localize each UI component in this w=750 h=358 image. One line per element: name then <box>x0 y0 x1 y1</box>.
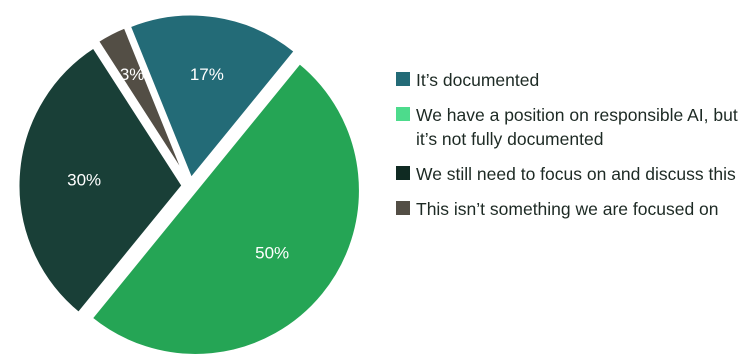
legend-swatch-documented <box>396 72 410 86</box>
legend-item-not-focused: This isn’t something we are focused on <box>396 197 741 221</box>
slice-documented-label: 17% <box>190 65 224 84</box>
legend-item-documented: It’s documented <box>396 68 741 92</box>
legend-swatch-not-focused <box>396 201 410 215</box>
legend-swatch-position-not-documented <box>396 107 410 121</box>
legend-label-position-not-documented: We have a position on responsible AI, bu… <box>416 105 738 149</box>
legend-swatch-need-to-focus <box>396 166 410 180</box>
slice-need-to-focus-label: 30% <box>67 171 101 190</box>
legend-label-documented: It’s documented <box>416 70 540 90</box>
legend: It’s documented We have a position on re… <box>396 68 741 232</box>
legend-item-need-to-focus: We still need to focus on and discuss th… <box>396 162 741 186</box>
slice-not-focused <box>95 25 189 182</box>
slice-documented <box>127 12 297 181</box>
slice-need-to-focus <box>16 45 185 315</box>
pie-chart: 17% 50% 30% 3% <box>16 12 362 357</box>
slice-not-focused-label: 3% <box>120 65 145 84</box>
slice-position-not-documented-label: 50% <box>255 243 289 262</box>
slice-position-not-documented <box>89 61 362 357</box>
legend-label-not-focused: This isn’t something we are focused on <box>416 199 719 219</box>
legend-item-position-not-documented: We have a position on responsible AI, bu… <box>396 103 741 151</box>
legend-label-need-to-focus: We still need to focus on and discuss th… <box>416 164 736 184</box>
